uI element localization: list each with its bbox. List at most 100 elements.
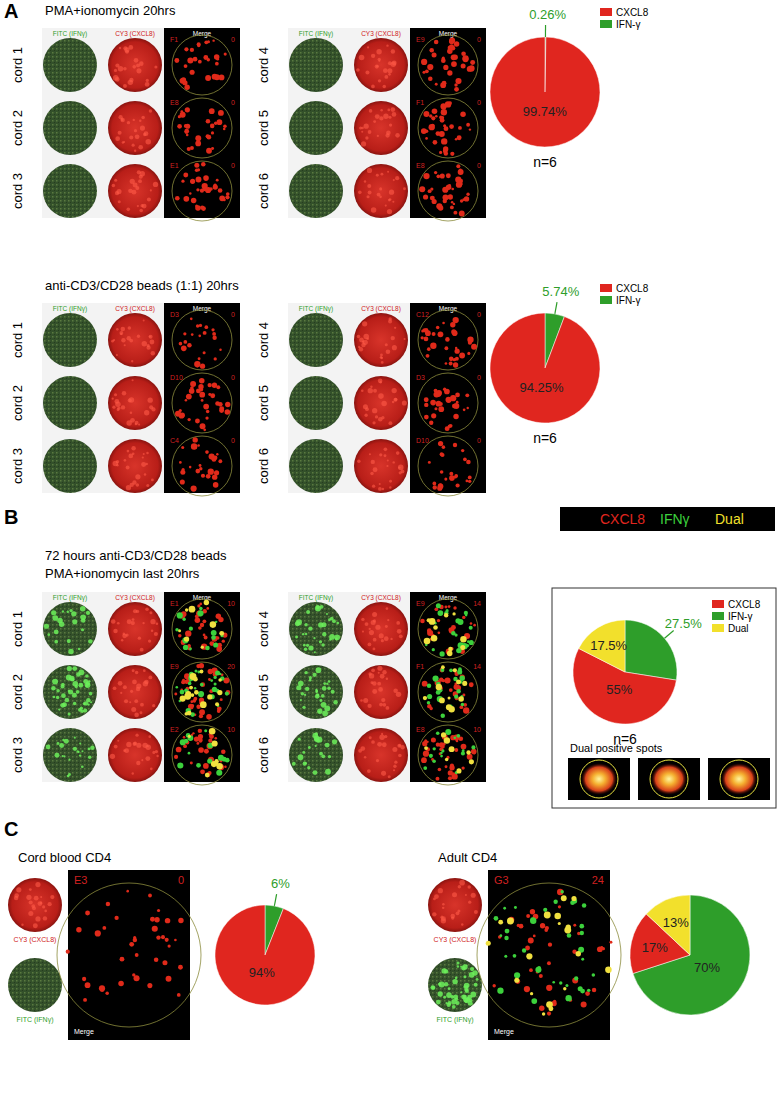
spot <box>144 680 149 685</box>
spot <box>142 204 147 209</box>
spot <box>452 330 458 336</box>
spot <box>66 950 70 954</box>
annotation: n=6 <box>533 154 557 170</box>
spot <box>468 476 472 480</box>
spot <box>203 331 207 335</box>
spot <box>198 60 202 64</box>
panel-letter: A <box>4 0 18 22</box>
cord-label: cord 6 <box>256 448 271 484</box>
spot <box>328 755 331 758</box>
fitc-well <box>289 164 343 218</box>
group-title: Cord blood CD4 <box>18 850 111 865</box>
spot <box>210 679 213 682</box>
spot <box>134 975 140 981</box>
spot <box>369 453 371 455</box>
spot <box>149 611 152 614</box>
fitc-well <box>43 728 97 782</box>
spot <box>132 480 136 484</box>
image-panel <box>42 28 164 218</box>
spot <box>528 938 534 944</box>
spot <box>219 406 224 411</box>
spot <box>301 692 304 695</box>
dual-spot <box>581 763 617 795</box>
spot <box>105 991 109 995</box>
spot <box>379 453 382 456</box>
spot <box>367 184 371 188</box>
spot <box>567 933 572 938</box>
spot <box>59 743 64 748</box>
channel-label: CY3 (CXCL8) <box>361 594 401 602</box>
spot <box>199 709 205 715</box>
spot <box>394 760 397 763</box>
spot <box>385 706 389 710</box>
spot <box>432 53 437 58</box>
spot <box>126 208 130 212</box>
spot <box>380 109 382 111</box>
spot <box>189 192 191 194</box>
spot <box>307 766 310 769</box>
spot <box>459 211 465 217</box>
spot <box>142 622 144 624</box>
spot <box>462 681 467 686</box>
spot <box>367 168 372 173</box>
fitc-well <box>43 439 97 493</box>
dual-image <box>568 758 630 800</box>
spot <box>84 701 88 705</box>
spot <box>397 629 402 634</box>
spot <box>200 701 207 708</box>
spot <box>308 627 312 631</box>
spot <box>428 461 431 464</box>
spot <box>609 941 612 944</box>
channel-label: FITC (IFNγ) <box>53 30 87 38</box>
spot <box>176 747 182 753</box>
spot <box>544 912 551 919</box>
spot <box>201 682 206 687</box>
spot <box>152 704 155 707</box>
merge-outline <box>418 310 478 370</box>
spot <box>535 967 541 973</box>
data-label: 17% <box>642 940 668 955</box>
spot <box>393 764 396 767</box>
leader-line <box>555 302 557 314</box>
spot <box>138 636 141 639</box>
spot <box>124 699 128 703</box>
spot <box>180 739 186 745</box>
spot <box>194 690 199 695</box>
spot <box>184 64 188 68</box>
spot <box>136 610 139 613</box>
merge-panel <box>410 592 486 782</box>
well-id: D3 <box>170 311 179 318</box>
spot <box>439 982 445 988</box>
spot <box>183 736 186 739</box>
spot <box>449 38 455 44</box>
cy3-well <box>354 101 408 155</box>
spot <box>441 138 447 144</box>
spot <box>132 379 134 381</box>
merge-outline <box>418 161 478 221</box>
spot <box>394 327 396 329</box>
spot <box>180 480 185 485</box>
spot <box>190 381 196 387</box>
pie <box>490 313 600 423</box>
spot <box>203 634 206 637</box>
spot <box>180 696 186 702</box>
spot <box>80 709 84 713</box>
spot <box>189 466 192 469</box>
spot <box>146 452 149 455</box>
spot <box>369 673 374 678</box>
spot <box>309 679 312 682</box>
spot <box>381 639 384 642</box>
spot <box>178 965 183 970</box>
spot <box>548 943 552 947</box>
spot <box>135 953 139 957</box>
spot <box>178 634 182 638</box>
spot <box>439 131 445 137</box>
spot <box>126 465 130 469</box>
spot-count: 0 <box>231 99 235 106</box>
spot <box>194 163 199 168</box>
spot <box>423 696 427 700</box>
spot <box>500 934 503 937</box>
spot <box>470 992 476 998</box>
spot <box>548 1006 553 1011</box>
spot <box>434 171 437 174</box>
